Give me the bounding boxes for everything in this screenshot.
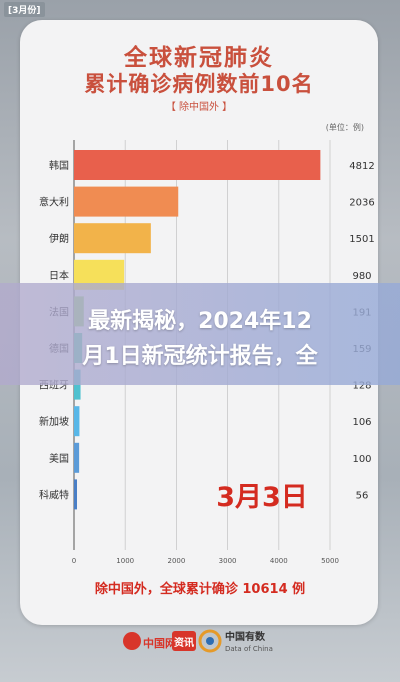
value-label: 128 [352, 381, 371, 392]
x-tick-label: 5000 [321, 557, 339, 565]
value-label: 56 [356, 490, 369, 501]
value-label: 2036 [349, 198, 374, 209]
bar [74, 223, 151, 254]
category-label: 新加坡 [39, 415, 69, 428]
bar [74, 150, 321, 180]
bar [74, 406, 80, 437]
category-label: 日本 [49, 269, 69, 282]
china-net-logo: 中国网 资讯 [123, 631, 196, 651]
china-data-sublabel: Data of China [225, 645, 273, 653]
x-tick-label: 4000 [270, 557, 288, 565]
value-label: 4812 [349, 161, 374, 172]
china-net-label: 中国网 [143, 636, 176, 650]
footer-note: 除中国外，全球累计确诊 10614 例 [95, 581, 305, 597]
bar [74, 186, 179, 217]
china-data-logo: 中国有数 Data of China [198, 629, 273, 653]
headline-line1: 最新揭秘，2024年12 [88, 309, 312, 334]
value-label: 106 [352, 417, 371, 428]
month-tag: [3月份] [4, 2, 45, 17]
headline-line2: 月1日新冠统计报告，全 [82, 344, 318, 369]
category-label: 科威特 [39, 488, 69, 501]
x-tick-label: 1000 [116, 557, 134, 565]
unit-label: (单位：例) [325, 123, 364, 132]
category-label: 意大利 [39, 196, 69, 209]
news-box-label: 资讯 [174, 636, 194, 649]
chart-title-line2: 累计确诊病例数前10名 [84, 72, 314, 96]
chart-subtitle: 【 除中国外 】 [165, 102, 233, 113]
x-tick-label: 3000 [219, 557, 237, 565]
logo-bar: 中国网 资讯 中国有数 Data of China [123, 629, 273, 653]
date-stamp: 3月3日 [216, 482, 308, 513]
value-label: 1501 [349, 234, 374, 245]
x-tick-label: 2000 [167, 557, 185, 565]
category-label: 韩国 [49, 159, 69, 172]
bar [74, 479, 77, 510]
china-data-label: 中国有数 [225, 630, 266, 643]
category-label: 伊朗 [49, 233, 69, 245]
value-label: 100 [352, 454, 371, 465]
headline-banner: 最新揭秘，2024年12 月1日新冠统计报告，全 [0, 283, 400, 385]
value-label: 980 [352, 271, 371, 282]
category-label: 美国 [49, 452, 69, 465]
x-tick-label: 0 [72, 557, 76, 565]
chart-title-line1: 全球新冠肺炎 [124, 45, 274, 71]
bar [74, 442, 80, 473]
